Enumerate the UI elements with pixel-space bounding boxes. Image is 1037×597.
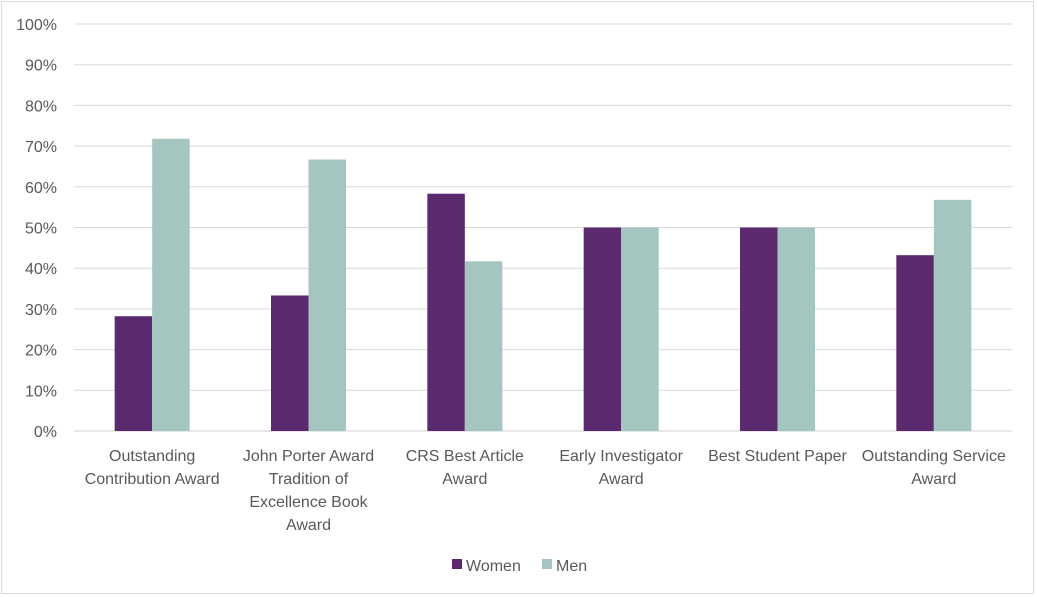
legend-swatch-women [452, 559, 462, 569]
x-tick-label: Excellence Book [249, 494, 368, 511]
bar-men [777, 227, 815, 431]
y-tick-label: 20% [25, 343, 57, 360]
bar-women [583, 227, 622, 431]
x-tick-label: Outstanding [109, 448, 195, 465]
bar-men [621, 227, 659, 431]
bar-men [152, 138, 190, 432]
bar-women [740, 227, 778, 431]
x-tick-label: John Porter Award [243, 448, 374, 465]
y-tick-label: 0% [34, 424, 57, 441]
x-tick-label: Award [286, 517, 331, 534]
bar-women [271, 295, 309, 431]
x-tick-label: Award [911, 471, 956, 488]
x-tick-label: Outstanding Service [862, 448, 1006, 465]
x-tick-label: Award [599, 471, 644, 488]
x-tick-label: Tradition of [269, 471, 349, 488]
bar-men [308, 159, 346, 431]
bar-women [896, 255, 934, 431]
y-tick-label: 50% [25, 221, 57, 238]
bar-men [933, 199, 972, 431]
legend-label-women: Women [466, 558, 521, 575]
y-tick-label: 60% [25, 180, 57, 197]
y-tick-label: 10% [25, 383, 57, 400]
x-tick-label: CRS Best Article [406, 448, 524, 465]
y-tick-label: 70% [25, 139, 57, 156]
y-tick-label: 80% [25, 98, 57, 115]
y-tick-label: 40% [25, 261, 57, 278]
bar-women [427, 193, 465, 431]
x-tick-label: Early Investigator [559, 448, 683, 465]
legend-label-men: Men [556, 558, 587, 575]
bar-women [114, 316, 153, 431]
y-tick-label: 90% [25, 58, 57, 75]
x-tick-label: Best Student Paper [708, 448, 847, 465]
bar-men [464, 261, 503, 431]
y-tick-label: 100% [16, 17, 57, 34]
x-tick-label: Award [442, 471, 487, 488]
legend-swatch-men [542, 559, 552, 569]
x-tick-label: Contribution Award [85, 471, 220, 488]
y-tick-label: 30% [25, 302, 57, 319]
